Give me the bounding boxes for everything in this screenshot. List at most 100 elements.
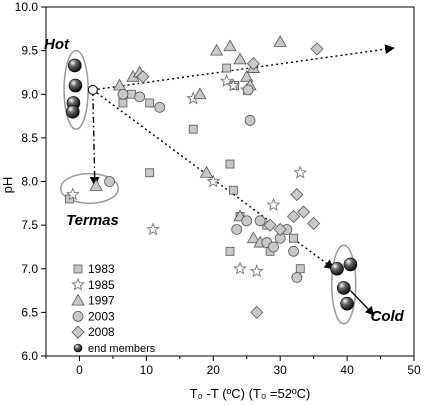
legend-marker	[71, 325, 85, 339]
point-2003	[134, 91, 146, 103]
point-1985	[65, 187, 80, 201]
series-2008	[136, 42, 324, 319]
annotation-termas: Termas	[66, 212, 119, 229]
point-1997	[89, 179, 103, 191]
point-end-members	[340, 296, 354, 311]
point-1985	[219, 73, 234, 88]
y-tick-label: 9.0	[21, 87, 38, 101]
point-end-members	[336, 281, 351, 295]
legend-marker	[71, 277, 85, 291]
point-2003	[117, 88, 129, 100]
point-2003	[244, 115, 256, 126]
trend-arrow-3	[89, 89, 100, 187]
legend-marker	[73, 264, 83, 274]
point-2003	[291, 272, 303, 283]
series-end-members	[65, 58, 358, 311]
point-1985	[146, 222, 160, 236]
legend-label: 1983	[88, 262, 115, 276]
legend-marker-2003	[72, 310, 84, 322]
point-2008	[310, 42, 324, 56]
y-tick-label: 10.0	[15, 0, 39, 14]
point-2008	[263, 218, 277, 232]
legend-marker	[72, 310, 84, 322]
ellipse-cold	[330, 244, 357, 325]
point-2008	[297, 205, 311, 219]
point-end-members	[67, 58, 82, 73]
point-1997	[209, 43, 224, 56]
x-tick-label: 20	[207, 363, 221, 377]
legend-marker	[73, 343, 83, 353]
point-1997	[240, 69, 254, 82]
x-axis-label: T₀ -T (ºC) (T₀ =52ºC)	[190, 386, 311, 401]
legend-marker-1985	[71, 277, 85, 291]
x-tick-label: 50	[407, 363, 421, 377]
legend-marker-1997	[71, 293, 85, 306]
y-tick-label: 8.0	[21, 175, 38, 189]
point-1997	[233, 52, 247, 65]
x-tick-label: 0	[76, 363, 83, 377]
x-tick-label: 30	[274, 363, 288, 377]
point-2008	[307, 216, 321, 230]
point-2003	[288, 245, 299, 257]
point-1985	[206, 174, 221, 188]
legend-marker-1983	[73, 264, 83, 274]
y-tick-label: 6.0	[21, 349, 38, 363]
point-2008	[136, 70, 150, 84]
point-1983	[188, 124, 198, 134]
point-1983	[289, 233, 298, 243]
point-1997	[223, 39, 237, 52]
point-2003	[104, 176, 115, 187]
x-tick-label: 40	[340, 363, 354, 377]
legend-marker-2008	[71, 325, 85, 339]
legend-marker	[71, 293, 85, 306]
legend-marker-end-members	[73, 343, 83, 353]
annotation-cold: Cold	[371, 308, 405, 325]
y-tick-label: 9.5	[21, 44, 38, 58]
series-2003	[104, 84, 303, 283]
legend-label: 1997	[88, 294, 115, 308]
point-2003	[254, 215, 266, 227]
point-end-members	[68, 78, 83, 93]
legend-label: 1985	[88, 278, 115, 292]
point-2003	[231, 224, 243, 235]
legend-label: 2008	[88, 325, 115, 339]
ellipse-termas	[59, 172, 120, 205]
point-2008	[286, 209, 301, 223]
legend-label: end members	[88, 343, 156, 355]
annotation-hot: Hot	[44, 36, 70, 53]
y-tick-label: 7.0	[21, 262, 38, 276]
point-1983	[118, 98, 128, 108]
x-tick-label: 10	[140, 363, 154, 377]
point-1983	[225, 246, 235, 256]
y-tick-label: 8.5	[21, 131, 38, 145]
point-1983	[145, 98, 155, 108]
point-2008	[273, 222, 287, 237]
point-1983	[295, 264, 305, 274]
series-1997	[89, 35, 287, 248]
point-2003	[242, 84, 254, 96]
y-tick-label: 6.5	[21, 305, 38, 319]
point-2008	[246, 57, 260, 71]
point-1997	[246, 231, 261, 244]
trend-arrow-4	[349, 290, 375, 316]
point-end-members	[65, 104, 80, 119]
point-end-members	[343, 257, 358, 272]
legend-label: 2003	[88, 309, 115, 323]
point-1985	[266, 197, 281, 211]
point-2008	[290, 188, 304, 202]
y-tick-label: 7.5	[21, 218, 38, 232]
point-1997	[199, 165, 214, 178]
arrow-origin-point	[87, 84, 98, 95]
point-1983	[145, 168, 155, 178]
point-1997	[273, 35, 287, 47]
point-1983	[228, 185, 238, 195]
point-1985	[233, 261, 247, 275]
point-2003	[241, 215, 253, 227]
y-axis-label: pH	[0, 177, 15, 194]
point-2008	[250, 305, 264, 319]
point-1985	[249, 264, 264, 278]
point-1983	[225, 159, 235, 169]
point-2003	[154, 101, 166, 113]
